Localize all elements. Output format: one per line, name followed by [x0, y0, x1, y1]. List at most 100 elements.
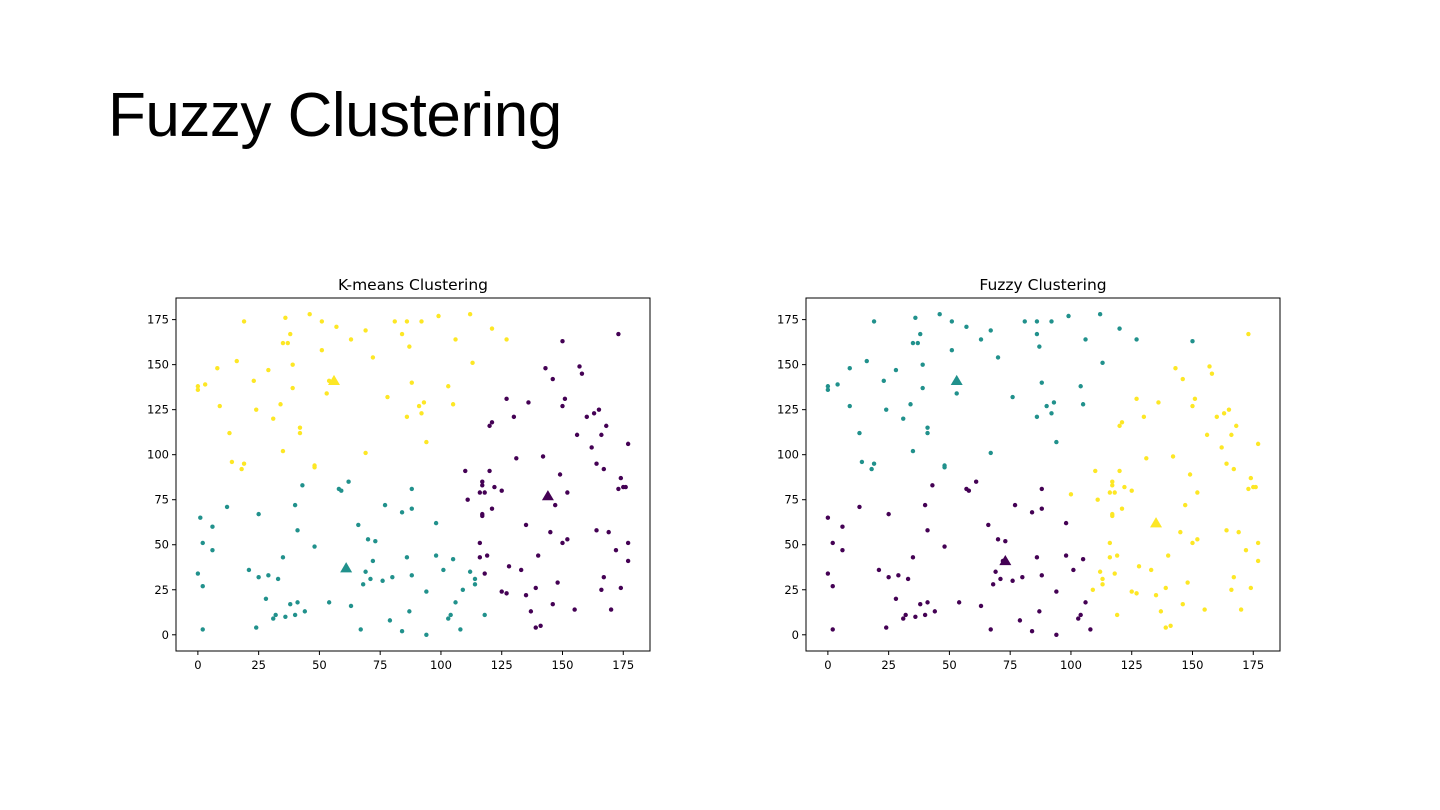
y-tick-label: 175 — [147, 313, 169, 327]
data-point — [202, 382, 208, 387]
data-point — [419, 319, 424, 324]
data-point — [918, 601, 923, 607]
data-point — [334, 324, 339, 330]
data-point — [472, 582, 478, 587]
data-point — [312, 465, 317, 470]
slide-title: Fuzzy Clustering — [108, 81, 562, 150]
data-point — [504, 337, 509, 342]
data-point — [978, 603, 984, 609]
data-point — [399, 628, 405, 634]
y-tick-label: 0 — [792, 628, 799, 642]
x-tick-label: 0 — [824, 658, 831, 672]
data-point — [618, 585, 624, 591]
data-point — [1071, 567, 1076, 573]
data-point — [886, 511, 891, 517]
data-point — [1248, 585, 1254, 591]
data-point — [441, 567, 446, 573]
data-point — [234, 358, 239, 364]
data-point — [1078, 384, 1083, 389]
data-point — [482, 571, 487, 576]
data-point — [1049, 319, 1054, 324]
data-point — [1255, 441, 1261, 447]
data-point — [1180, 376, 1185, 382]
data-point — [504, 591, 509, 596]
data-point — [363, 450, 368, 456]
centroid-marker — [541, 490, 554, 501]
data-point — [857, 430, 862, 436]
data-point — [881, 378, 886, 384]
plot-frame — [805, 297, 1281, 652]
data-point — [1229, 432, 1234, 438]
data-point — [1163, 625, 1168, 630]
data-point — [1095, 497, 1100, 502]
data-point — [489, 420, 495, 425]
data-point — [1097, 312, 1103, 317]
data-point — [528, 609, 534, 614]
data-point — [290, 362, 295, 367]
data-point — [589, 445, 594, 450]
data-point — [1190, 339, 1195, 344]
data-point — [295, 600, 300, 605]
data-point — [995, 537, 1001, 542]
data-point — [1231, 574, 1237, 580]
data-point — [246, 567, 252, 573]
data-point — [1136, 564, 1142, 569]
x-tick-label: 50 — [942, 658, 957, 672]
data-point — [864, 358, 869, 364]
data-point — [290, 385, 295, 391]
data-point — [922, 502, 928, 508]
data-point — [625, 540, 631, 546]
data-point — [918, 331, 923, 337]
x-tick-label: 100 — [1060, 658, 1082, 672]
data-point — [1110, 483, 1115, 488]
data-point — [399, 510, 405, 515]
centroid-marker — [328, 374, 340, 386]
data-point — [278, 402, 283, 407]
y-tick-label: 50 — [154, 538, 169, 552]
data-point — [1153, 592, 1159, 598]
data-point — [543, 366, 548, 371]
data-point — [319, 348, 325, 353]
data-point — [198, 515, 203, 520]
data-point — [859, 459, 865, 465]
data-point — [560, 403, 565, 409]
data-point — [1190, 540, 1195, 546]
data-point — [871, 461, 877, 466]
data-point — [1195, 537, 1200, 542]
plot-frame — [175, 297, 651, 652]
data-point — [910, 555, 916, 560]
x-tick-label: 175 — [1242, 658, 1264, 672]
x-tick-label: 100 — [430, 658, 452, 672]
data-point — [1039, 486, 1044, 492]
data-point — [533, 585, 538, 591]
data-point — [477, 555, 483, 560]
data-point — [392, 319, 397, 324]
data-point — [1158, 609, 1164, 614]
data-point — [195, 384, 201, 389]
data-point — [572, 607, 577, 612]
data-point — [1117, 326, 1122, 331]
data-point — [1034, 555, 1040, 560]
x-tick-label: 75 — [1003, 658, 1018, 672]
data-point — [623, 484, 628, 490]
data-point — [548, 529, 553, 535]
data-point — [550, 601, 555, 607]
data-point — [292, 612, 298, 618]
y-tick-label: 100 — [147, 448, 169, 462]
data-point — [930, 483, 935, 488]
data-point — [280, 340, 286, 346]
x-tick-label: 75 — [373, 658, 388, 672]
data-point — [523, 592, 529, 598]
data-point — [241, 461, 247, 466]
x-tick-label: 25 — [251, 658, 266, 672]
data-point — [1010, 578, 1015, 583]
data-point — [1165, 553, 1171, 558]
data-point — [416, 403, 422, 409]
data-point — [1107, 490, 1113, 495]
data-point — [487, 468, 492, 474]
data-point — [857, 504, 862, 510]
data-point — [1107, 540, 1113, 546]
data-point — [484, 553, 490, 558]
data-point — [365, 537, 371, 542]
data-point — [266, 367, 271, 373]
